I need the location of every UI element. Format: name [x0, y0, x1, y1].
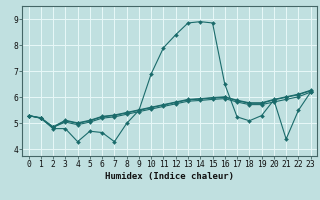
X-axis label: Humidex (Indice chaleur): Humidex (Indice chaleur): [105, 172, 234, 181]
